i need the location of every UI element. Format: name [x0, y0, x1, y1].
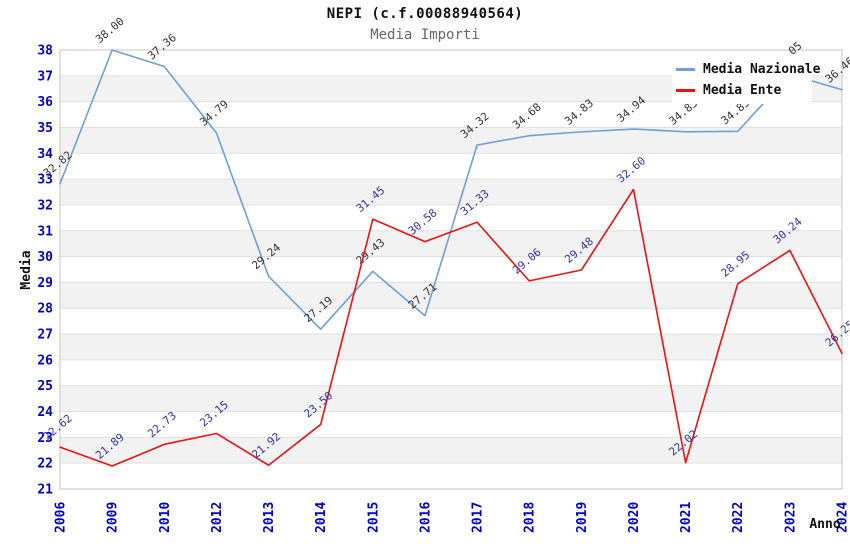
- y-tick-label: 24: [37, 405, 53, 420]
- legend-label-ente: Media Ente: [703, 83, 782, 98]
- plot-border: [59, 49, 843, 490]
- chart-subtitle: Media Importi: [370, 27, 480, 43]
- legend-item-media-nazionale: Media Nazionale: [672, 59, 820, 80]
- data-point-label: 36.46: [823, 54, 850, 85]
- data-point-label: 34.79: [197, 98, 231, 129]
- y-tick-label: 22: [37, 457, 53, 472]
- y-tick-label: 30: [37, 250, 53, 265]
- x-tick-label: 2010: [158, 502, 173, 533]
- x-tick-label: 2019: [575, 502, 590, 533]
- x-tick-label: 2013: [262, 502, 277, 533]
- y-tick-label: 28: [37, 302, 53, 317]
- data-point-label: 22.73: [145, 409, 179, 440]
- y-tick-label: 23: [37, 431, 53, 446]
- x-tick-label: 2021: [679, 502, 694, 533]
- y-tick-label: 35: [37, 121, 53, 136]
- x-tick-label: 2006: [54, 502, 69, 533]
- series-line-ente: [59, 188, 843, 467]
- y-tick-label: 21: [37, 483, 53, 498]
- y-axis-title: Media: [19, 250, 34, 289]
- y-tick-label: 33: [37, 173, 53, 188]
- x-tick-label: 2023: [783, 502, 798, 533]
- chart-title: NEPI (c.f.00088940564): [326, 6, 524, 22]
- legend-item-media-ente: Media Ente: [672, 80, 812, 101]
- legend-label-nazionale: Media Nazionale: [703, 62, 821, 77]
- y-tick-label: 31: [37, 224, 53, 239]
- series-line-nazionale: [59, 49, 843, 330]
- x-tick-label: 2016: [418, 502, 433, 533]
- y-tick-label: 34: [37, 147, 53, 162]
- y-tick-label: 26: [37, 353, 53, 368]
- data-point-label: 38.00: [93, 15, 127, 46]
- x-tick-label: 2018: [523, 502, 538, 533]
- x-axis-title: Anno: [809, 517, 840, 532]
- x-tick-label: 2009: [106, 502, 121, 533]
- x-tick-label: 2020: [627, 502, 642, 533]
- grid-band: [60, 179, 842, 205]
- y-tick-label: 29: [37, 276, 53, 291]
- grid-band: [60, 334, 842, 360]
- y-tick-label: 25: [37, 379, 53, 394]
- y-tick-label: 36: [37, 95, 53, 110]
- grid-band: [60, 230, 842, 257]
- x-tick-label: 2014: [314, 502, 329, 533]
- y-tick-label: 37: [37, 69, 53, 84]
- x-tick-label: 2017: [471, 502, 486, 533]
- x-tick-label: 2022: [731, 502, 746, 533]
- legend: Media Nazionale Media Ente: [672, 54, 820, 104]
- y-tick-label: 27: [37, 328, 53, 343]
- grid-band: [60, 282, 842, 309]
- data-point-label: 37.36: [145, 31, 179, 62]
- legend-swatch-ente-icon: [676, 89, 695, 92]
- x-tick-label: 2012: [210, 502, 225, 533]
- x-tick-label: 2024: [836, 502, 850, 533]
- y-tick-label: 38: [37, 44, 53, 59]
- grid-band: [60, 437, 842, 464]
- legend-swatch-nazionale-icon: [676, 68, 695, 71]
- grid-band: [60, 385, 842, 412]
- x-tick-label: 2015: [366, 502, 381, 533]
- y-tick-label: 32: [37, 198, 53, 213]
